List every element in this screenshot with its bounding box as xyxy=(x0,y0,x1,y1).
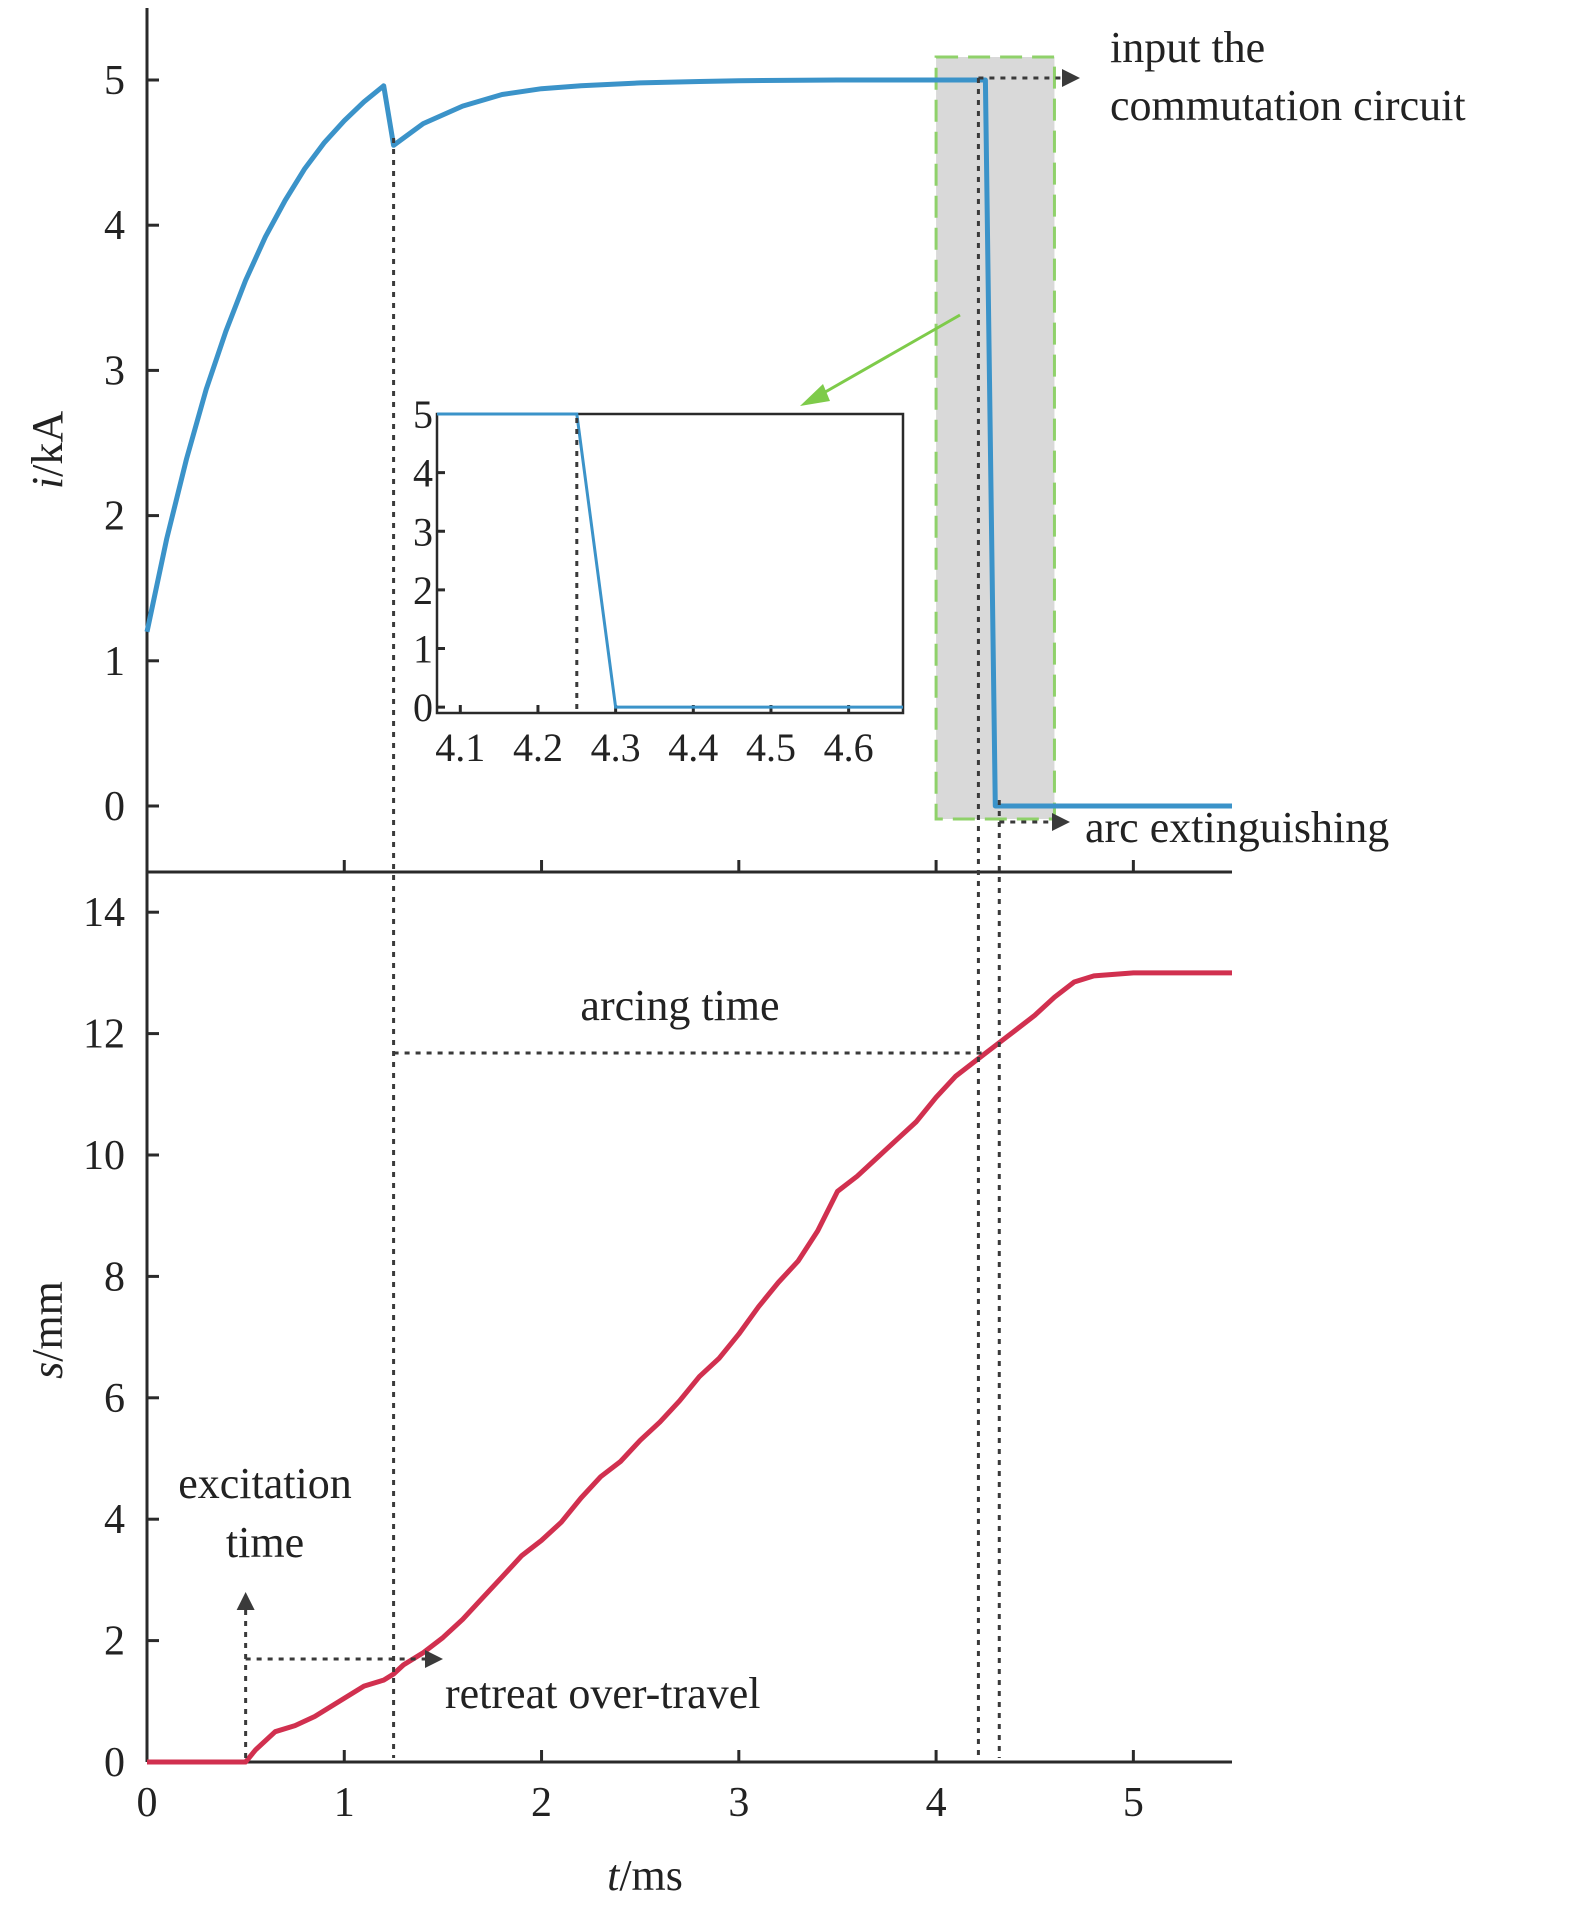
current-y-axis-symbol: i xyxy=(23,477,72,489)
time-x-axis-unit: /ms xyxy=(619,1851,683,1900)
current-y-axis-unit: /kA xyxy=(23,411,72,477)
time-x-axis-title: t/ms xyxy=(607,1851,683,1900)
displacement-y-tick-label: 14 xyxy=(83,890,125,936)
retreat-over-travel-label: retreat over-travel xyxy=(445,1669,760,1718)
displacement-y-axis-unit: /mm xyxy=(23,1281,72,1362)
time-x-tick-label: 4 xyxy=(926,1780,947,1826)
current-x-ticks xyxy=(342,860,1135,872)
inset-x-tick-label: 4.6 xyxy=(824,725,874,770)
time-x-tick-label: 3 xyxy=(728,1780,749,1826)
current-y-tick-label: 3 xyxy=(104,348,125,394)
displacement-y-tick-label: 8 xyxy=(104,1254,125,1300)
input-commutation-label-line2: commutation circuit xyxy=(1110,81,1466,130)
excitation-time-label-line2: time xyxy=(226,1518,304,1567)
displacement-line xyxy=(147,970,1232,1765)
arc-extinguishing-arrowhead xyxy=(1052,813,1070,831)
input-commutation-arrowhead xyxy=(1062,69,1080,87)
displacement-y-tick-label: 2 xyxy=(104,1619,125,1665)
displacement-y-tick-label: 10 xyxy=(83,1133,125,1179)
guide-lines xyxy=(236,69,1080,1758)
zoom-pointer-line xyxy=(819,313,961,397)
time-x-tick-label: 1 xyxy=(334,1780,355,1826)
inset-frame xyxy=(435,412,905,715)
current-series xyxy=(144,77,1232,809)
inset-zoom-plot: 4.1 4.2 4.3 4.4 4.5 4.6 0 1 2 3 4 5 xyxy=(413,392,905,770)
current-y-ticks: 0 1 2 3 4 5 xyxy=(104,58,159,830)
inset-y-tick-label: 0 xyxy=(413,685,433,730)
time-x-tick-label: 0 xyxy=(137,1780,158,1826)
current-y-tick-label: 2 xyxy=(104,494,125,540)
inset-x-tick-label: 4.1 xyxy=(435,725,485,770)
displacement-y-tick-label: 4 xyxy=(104,1497,125,1543)
inset-x-tick-label: 4.4 xyxy=(668,725,718,770)
inset-current-line xyxy=(437,412,903,709)
current-plot: 0 1 2 3 4 5 i/kA xyxy=(23,8,1232,874)
excitation-time-label-line1: excitation xyxy=(178,1459,352,1508)
displacement-y-axis-symbol: s xyxy=(23,1362,72,1379)
current-y-tick-label: 1 xyxy=(104,639,125,685)
zoom-pointer-arrowhead xyxy=(800,384,830,406)
retreat-over-travel-arrowhead xyxy=(425,1650,443,1668)
current-line xyxy=(144,77,1232,809)
inset-x-tick-label: 4.5 xyxy=(746,725,796,770)
inset-y-tick-label: 1 xyxy=(413,627,433,672)
displacement-y-ticks: 0 2 4 6 8 10 12 14 xyxy=(83,890,159,1786)
input-commutation-label-line1: input the xyxy=(1110,23,1265,72)
arcing-time-label: arcing time xyxy=(580,981,779,1030)
current-y-axis-title: i/kA xyxy=(23,411,72,489)
current-y-tick-label: 4 xyxy=(104,203,125,249)
current-y-tick-label: 5 xyxy=(104,58,125,104)
time-x-axis-symbol: t xyxy=(607,1851,621,1900)
displacement-y-tick-label: 12 xyxy=(83,1012,125,1058)
inset-y-tick-label: 3 xyxy=(413,509,433,554)
time-x-tick-label: 5 xyxy=(1123,1780,1144,1826)
displacement-series xyxy=(147,970,1232,1765)
current-y-tick-label: 0 xyxy=(104,784,125,830)
inset-x-tick-label: 4.3 xyxy=(591,725,641,770)
excitation-time-arrowhead xyxy=(236,1592,255,1610)
displacement-y-tick-label: 0 xyxy=(104,1740,125,1786)
inset-y-tick-label: 2 xyxy=(413,568,433,613)
inset-x-tick-label: 4.2 xyxy=(513,725,563,770)
inset-y-tick-label: 5 xyxy=(413,392,433,437)
arc-extinguishing-label: arc extinguishing xyxy=(1085,803,1389,852)
displacement-y-axis-title: s/mm xyxy=(23,1281,72,1379)
displacement-y-tick-label: 6 xyxy=(104,1376,125,1422)
time-x-tick-label: 2 xyxy=(531,1780,552,1826)
inset-y-tick-label: 4 xyxy=(413,451,433,496)
annotations: input the commutation circuit arc exting… xyxy=(178,23,1465,1718)
